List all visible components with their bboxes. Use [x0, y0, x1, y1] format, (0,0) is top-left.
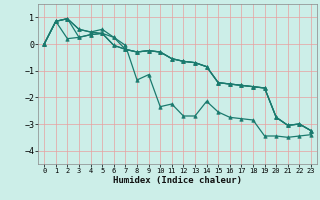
X-axis label: Humidex (Indice chaleur): Humidex (Indice chaleur)	[113, 176, 242, 185]
